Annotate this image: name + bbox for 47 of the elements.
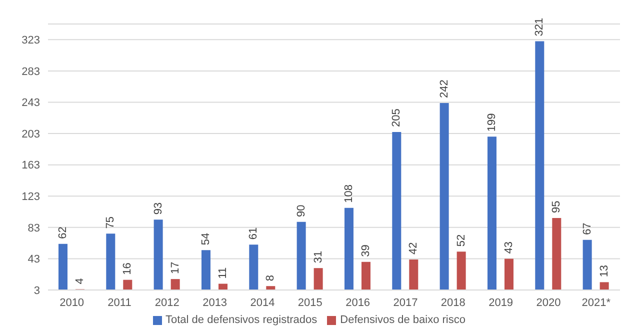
data-label: 95 bbox=[550, 200, 563, 214]
data-label: 16 bbox=[122, 262, 134, 275]
y-tick-label: 123 bbox=[22, 191, 40, 204]
data-label: 199 bbox=[486, 113, 498, 132]
y-tick-label: 43 bbox=[28, 254, 40, 266]
y-tick-label: 323 bbox=[22, 34, 40, 47]
x-tick-label: 2012 bbox=[154, 296, 180, 309]
x-tick-label: 2020 bbox=[536, 296, 561, 309]
x-tick-label: 2014 bbox=[250, 296, 275, 309]
data-label: 242 bbox=[438, 80, 450, 98]
y-tick-label: 243 bbox=[22, 97, 40, 110]
y-tick-label: 3 bbox=[34, 284, 40, 297]
x-tick-label: 2016 bbox=[346, 296, 370, 309]
x-tick-label: 2021* bbox=[582, 296, 612, 309]
x-tick-label: 2019 bbox=[488, 296, 514, 309]
y-tick-label: 83 bbox=[28, 222, 40, 234]
x-tick-label: 2017 bbox=[393, 296, 418, 309]
data-label: 75 bbox=[104, 216, 117, 229]
data-label: 61 bbox=[248, 227, 260, 240]
data-label: 205 bbox=[390, 108, 403, 127]
data-label: 54 bbox=[200, 232, 212, 246]
y-tick-label: 283 bbox=[22, 66, 40, 78]
x-tick-label: 2015 bbox=[298, 296, 322, 309]
data-label: 321 bbox=[534, 18, 546, 36]
data-label: 108 bbox=[342, 184, 355, 203]
data-label: 4 bbox=[74, 278, 86, 284]
x-tick-label: 2018 bbox=[440, 296, 466, 309]
data-label: 13 bbox=[598, 264, 610, 278]
data-label: 52 bbox=[455, 234, 468, 247]
data-label: 8 bbox=[264, 274, 277, 282]
data-label: 90 bbox=[295, 204, 308, 217]
x-tick-label: 2010 bbox=[60, 296, 84, 309]
legend-label: Total de defensivos registrados bbox=[166, 314, 318, 326]
data-label: 42 bbox=[408, 242, 420, 254]
data-label: 62 bbox=[56, 226, 69, 239]
data-label: 39 bbox=[360, 244, 372, 257]
y-tick-label: 163 bbox=[22, 160, 40, 172]
x-tick-label: 2011 bbox=[108, 296, 132, 309]
data-label: 11 bbox=[216, 267, 229, 279]
data-label: 93 bbox=[152, 202, 164, 215]
data-label: 43 bbox=[502, 241, 515, 254]
data-label: 17 bbox=[169, 262, 182, 274]
legend-label: Defensivos de baixo risco bbox=[340, 314, 466, 326]
data-label: 31 bbox=[312, 250, 324, 264]
x-tick-label: 2013 bbox=[202, 296, 228, 309]
data-label: 67 bbox=[581, 222, 594, 235]
y-tick-label: 203 bbox=[22, 128, 40, 140]
